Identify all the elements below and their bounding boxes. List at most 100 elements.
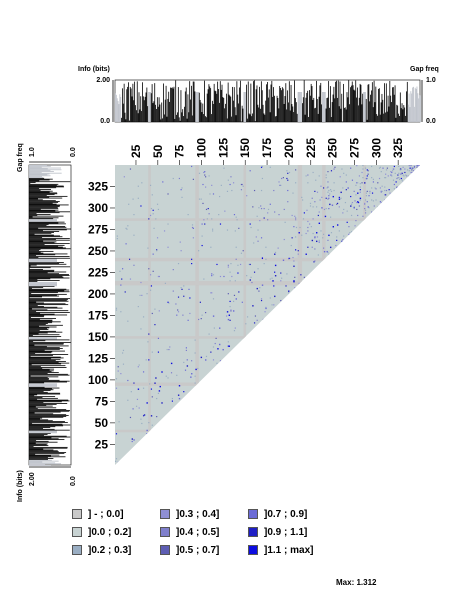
top-info-bar bbox=[313, 97, 315, 122]
top-info-bar bbox=[389, 80, 391, 122]
top-info-bar bbox=[390, 95, 392, 122]
heatmap-cell bbox=[332, 195, 335, 198]
heatmap-cell bbox=[322, 247, 325, 249]
top-info-bar bbox=[396, 104, 398, 122]
heatmap-cell bbox=[358, 175, 361, 177]
y-tick-label: 175 bbox=[88, 308, 108, 322]
heatmap-cell bbox=[373, 209, 375, 211]
left-gap-bar bbox=[29, 167, 61, 169]
heatmap-cell bbox=[336, 203, 338, 205]
top-info-bar bbox=[187, 94, 189, 122]
heatmap-cell bbox=[200, 198, 202, 200]
left-info-bar bbox=[29, 377, 48, 379]
heatmap-cell bbox=[316, 240, 318, 243]
top-info-bar bbox=[294, 80, 295, 122]
heatmap-cell bbox=[202, 183, 204, 186]
heatmap-cell bbox=[329, 216, 332, 218]
heatmap-cell bbox=[328, 207, 330, 210]
heatmap-cell bbox=[123, 176, 125, 178]
top-info-bar bbox=[361, 104, 363, 122]
left-info-bar bbox=[29, 288, 67, 290]
top-gap-axis-label: Gap freq bbox=[410, 66, 439, 73]
heatmap-cell bbox=[380, 191, 382, 193]
left-info-bar bbox=[29, 324, 63, 326]
top-info-bar bbox=[237, 94, 239, 122]
top-info-bar bbox=[348, 80, 350, 122]
heatmap-cell bbox=[402, 166, 404, 168]
heatmap-cell bbox=[261, 284, 264, 286]
heatmap-cell bbox=[180, 189, 182, 191]
left-info-bar bbox=[29, 391, 48, 393]
left-info-bar bbox=[29, 207, 58, 208]
top-info-bar bbox=[362, 93, 364, 122]
heatmap-cell bbox=[223, 167, 225, 169]
top-info-bar bbox=[285, 83, 287, 122]
top-info-bar bbox=[260, 108, 261, 122]
heatmap-cell bbox=[249, 263, 251, 266]
heatmap-cell bbox=[340, 197, 342, 199]
left-info-bar bbox=[29, 434, 44, 436]
top-gap-bar bbox=[322, 92, 324, 122]
left-info-bar bbox=[29, 447, 68, 449]
top-info-bar bbox=[266, 84, 267, 122]
legend-label: ]0.2 ; 0.3] bbox=[88, 544, 132, 556]
top-info-bar bbox=[121, 88, 123, 122]
top-info-bar bbox=[163, 114, 165, 122]
top-info-bar bbox=[180, 90, 182, 122]
top-info-bar bbox=[164, 99, 166, 122]
left-info-bar bbox=[29, 357, 64, 359]
left-info-bar bbox=[29, 279, 38, 281]
left-gap-bar bbox=[29, 284, 57, 286]
heatmap-cell bbox=[305, 175, 307, 177]
heatmap-cell bbox=[393, 188, 395, 190]
x-axis-ticks: 25 50 75 100 125 150 175 200 225 250 275 300 325 bbox=[129, 138, 405, 165]
top-gap-bar bbox=[415, 88, 417, 122]
top-info-bar bbox=[254, 121, 256, 122]
top-info-bar bbox=[213, 83, 215, 122]
heatmap-cell bbox=[279, 184, 281, 186]
left-info-bar bbox=[29, 227, 39, 229]
heatmap-cell bbox=[246, 316, 249, 318]
left-gap-bar bbox=[29, 384, 57, 386]
heatmap-cell bbox=[249, 279, 251, 281]
heatmap-cell bbox=[171, 397, 174, 400]
legend-item: ]0.5 ; 0.7] bbox=[160, 543, 219, 557]
left-gap-bar bbox=[29, 165, 51, 167]
top-info-bar bbox=[141, 111, 143, 122]
heatmap-cell bbox=[366, 190, 368, 192]
left-info-bar bbox=[29, 205, 60, 207]
heatmap-cell bbox=[392, 168, 395, 170]
left-info-bar bbox=[29, 369, 50, 371]
heatmap-cell bbox=[374, 187, 376, 189]
heatmap-cell bbox=[379, 201, 381, 203]
top-info-bar bbox=[333, 86, 335, 122]
top-info-bar bbox=[193, 81, 195, 122]
left-info-bar bbox=[29, 255, 37, 257]
top-info-bar bbox=[295, 102, 297, 122]
heatmap-cell bbox=[329, 203, 331, 206]
heatmap-cell bbox=[120, 284, 122, 286]
heatmap-cell bbox=[267, 208, 270, 211]
top-info-bar bbox=[406, 91, 407, 122]
left-gap-bar bbox=[29, 385, 57, 387]
heatmap-cell bbox=[355, 184, 357, 186]
legend-item: ]0.3 ; 0.4] bbox=[160, 507, 219, 521]
top-info-bar bbox=[238, 103, 240, 122]
heatmap-cell bbox=[156, 203, 159, 205]
left-info-bar bbox=[29, 308, 32, 310]
left-info-bar bbox=[29, 393, 61, 395]
left-info-bar bbox=[29, 249, 41, 251]
left-info-bar bbox=[29, 319, 53, 321]
top-info-bar bbox=[344, 107, 346, 122]
legend-label: ]0.4 ; 0.5] bbox=[176, 526, 220, 538]
heatmap-cell bbox=[208, 175, 210, 177]
heatmap-cell bbox=[303, 276, 305, 278]
heatmap-cell bbox=[274, 271, 276, 273]
left-info-bar bbox=[29, 182, 36, 183]
heatmap-cell bbox=[211, 292, 213, 294]
heatmap-cell bbox=[307, 230, 309, 232]
heatmap-cell bbox=[331, 204, 334, 206]
top-gap-bar bbox=[149, 92, 151, 122]
gap-row bbox=[115, 257, 420, 262]
heatmap-cell bbox=[377, 206, 379, 208]
